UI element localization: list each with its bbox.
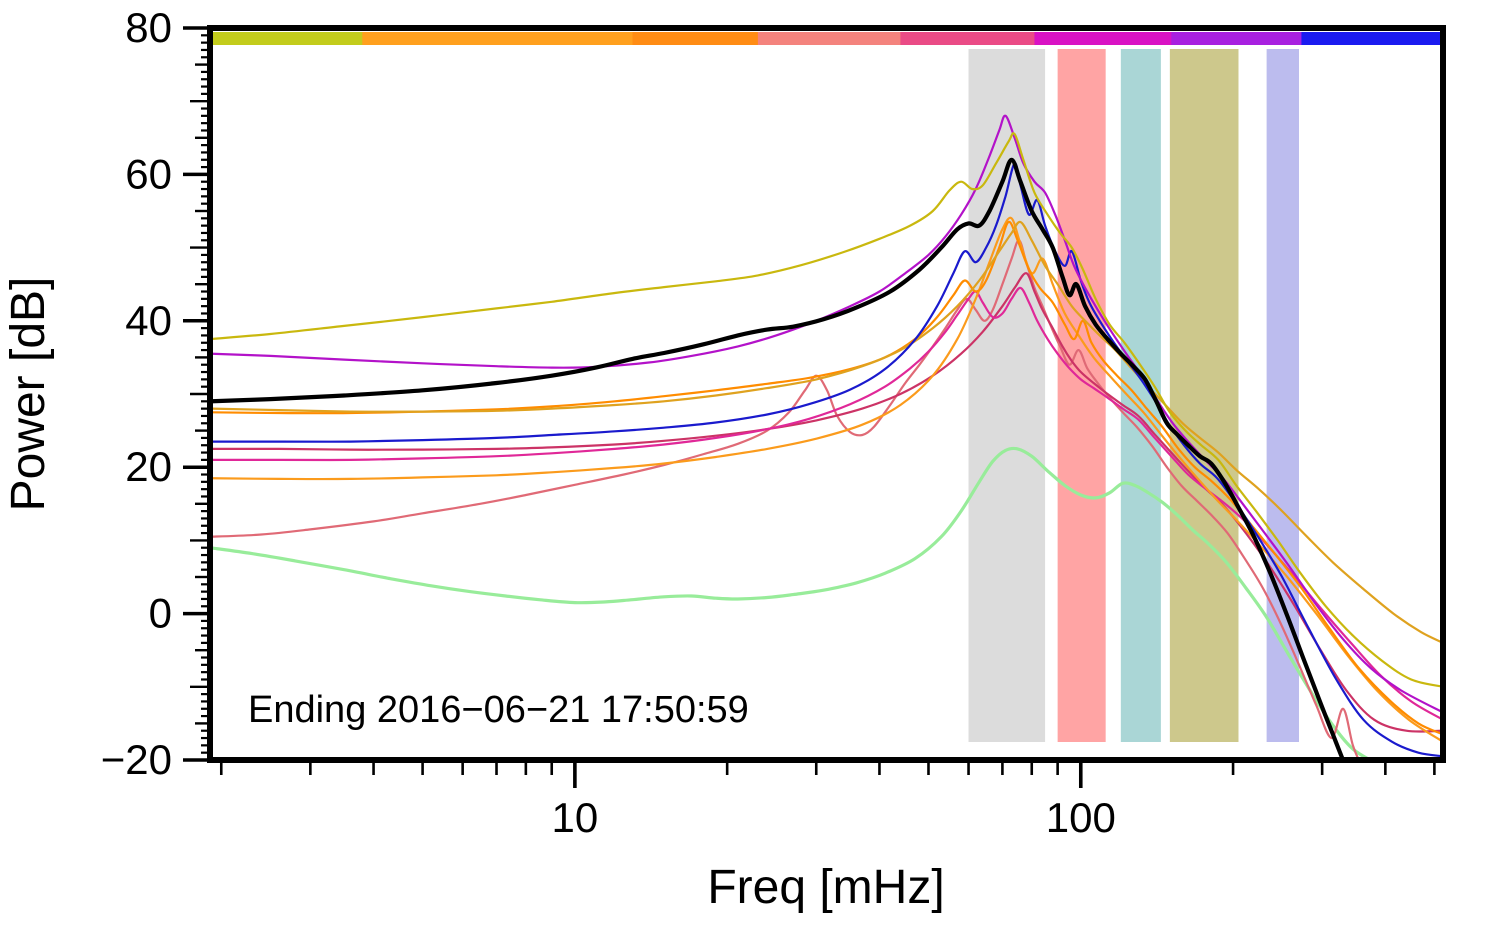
x-axis-label: Freq [mHz]	[707, 861, 944, 914]
ending-time-annotation: Ending 2016−06−21 17:50:59	[248, 689, 749, 731]
band-gray	[968, 49, 1046, 742]
time-colorbar	[210, 32, 1444, 45]
x-tick-label: 100	[1046, 794, 1116, 841]
curve-orange-low	[212, 216, 1441, 742]
curve-dark-yellow	[212, 132, 1441, 688]
curve-goldenrod	[212, 220, 1441, 644]
curve-crimson	[212, 272, 1441, 733]
axes: −20 0 20 40 60 80 10 100	[101, 4, 1446, 841]
colorbar-segment-2	[632, 32, 759, 45]
y-tick-label: 20	[125, 443, 172, 490]
x-tick-label: 10	[552, 794, 599, 841]
y-tick-label: 60	[125, 150, 172, 197]
y-tick-label: −20	[101, 736, 172, 783]
band-olive	[1169, 49, 1239, 742]
y-tick-label: 0	[149, 590, 172, 637]
frequency-bands	[968, 49, 1300, 742]
colorbar-segment-0	[210, 32, 364, 45]
y-tick-label: 40	[125, 297, 172, 344]
y-axis-label: Power [dB]	[2, 277, 55, 512]
curve-black	[212, 157, 1345, 758]
colorbar-segment-6	[1171, 32, 1303, 45]
colorbar-segment-7	[1301, 32, 1444, 45]
plot-frame	[207, 25, 1446, 763]
psd-curves	[212, 114, 1441, 758]
curve-salmon	[212, 239, 1360, 758]
curve-hot-magenta	[212, 286, 1441, 720]
colorbar-segment-3	[757, 32, 902, 45]
colorbar-segment-5	[1034, 32, 1173, 45]
curve-palegreen	[212, 446, 1370, 758]
y-tick-label: 80	[125, 4, 172, 51]
colorbar-segment-1	[362, 32, 634, 45]
band-salmon	[1057, 49, 1106, 742]
colorbar-segment-4	[900, 32, 1036, 45]
